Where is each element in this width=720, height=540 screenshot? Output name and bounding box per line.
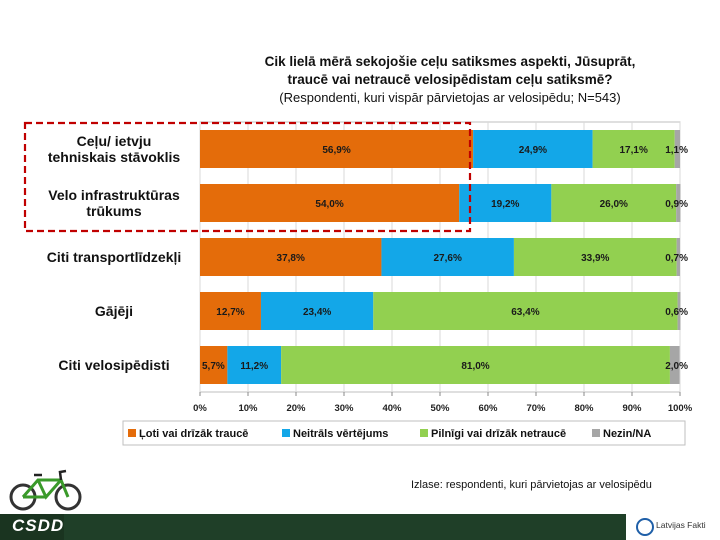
category-label: Citi velosipēdisti [58, 357, 169, 373]
legend-swatch [282, 429, 290, 437]
category-label: tehniskais stāvoklis [48, 149, 181, 165]
category-label: Velo infrastruktūras [48, 187, 180, 203]
data-label: 63,4% [511, 307, 539, 318]
logo-background [0, 514, 64, 540]
bar-segment [260, 292, 374, 330]
data-label: 26,0% [600, 199, 628, 210]
sample-note: Izlase: respondenti, kuri pārvietojas ar… [411, 479, 652, 491]
x-tick-label: 60% [478, 403, 498, 414]
legend-label: Neitrāls vērtējums [293, 428, 388, 440]
data-label: 23,4% [303, 307, 331, 318]
bar-segment [676, 184, 681, 222]
data-label: 27,6% [434, 253, 462, 264]
category-label: trūkums [86, 203, 141, 219]
data-label: 0,7% [665, 253, 688, 264]
bar-segment [674, 130, 680, 168]
data-label: 56,9% [322, 145, 350, 156]
bar-segment [677, 292, 681, 330]
chart-title-line-1: Cik lielā mērā sekojošie ceļu satiksmes … [264, 54, 636, 69]
data-label: 1,1% [665, 145, 688, 156]
bar-segment [676, 238, 680, 276]
category-label: Citi transportlīdzekļi [47, 249, 182, 265]
data-label: 24,9% [519, 145, 547, 156]
x-tick-label: 30% [334, 403, 354, 414]
data-label: 12,7% [216, 307, 244, 318]
bar-segment [200, 292, 261, 330]
bar-segment [551, 184, 677, 222]
chart-title-line-2: traucē vai netraucē velosipēdistam ceļu … [287, 72, 613, 87]
legend-swatch [420, 429, 428, 437]
x-tick-label: 0% [193, 403, 207, 414]
highlight-box [23, 121, 472, 233]
data-label: 81,0% [461, 361, 489, 372]
legend-box [122, 420, 686, 446]
partner-logo-text: Latvijas Fakti [656, 520, 706, 530]
data-label: 37,8% [277, 253, 305, 264]
data-label: 19,2% [491, 199, 519, 210]
bar-segment [281, 346, 670, 384]
x-tick-label: 40% [382, 403, 402, 414]
x-tick-label: 90% [622, 403, 642, 414]
data-label: 2,0% [665, 361, 688, 372]
bar-segment [513, 238, 677, 276]
x-tick-label: 10% [238, 403, 258, 414]
bar-segment [200, 346, 228, 384]
data-label: 33,9% [581, 253, 609, 264]
data-label: 11,2% [240, 361, 268, 372]
legend-swatch [128, 429, 136, 437]
data-label: 0,9% [665, 199, 688, 210]
x-tick-label: 70% [526, 403, 546, 414]
csdd-logo: CSDD [12, 516, 65, 535]
partner-logo-icon [636, 518, 654, 536]
bar-segment [459, 184, 552, 222]
data-label: 54,0% [315, 199, 343, 210]
legend-label: Pilnīgi vai drīzāk netraucē [431, 428, 566, 440]
x-tick-label: 80% [574, 403, 594, 414]
x-tick-label: 100% [668, 403, 693, 414]
bar-segment [200, 238, 382, 276]
bicycle-icon [9, 469, 82, 511]
data-label: 0,6% [665, 307, 688, 318]
legend-label: Nezin/NA [603, 428, 651, 440]
data-label: 17,1% [620, 145, 648, 156]
footer-bar [0, 514, 720, 540]
bar-segment [592, 130, 675, 168]
bar-segment [381, 238, 514, 276]
data-label: 5,7% [202, 361, 225, 372]
chart-subtitle: (Respondenti, kuri vispār pārvietojas ar… [279, 90, 621, 105]
legend-swatch [592, 429, 600, 437]
x-tick-label: 20% [286, 403, 306, 414]
category-label: Ceļu/ ietvju [77, 133, 152, 149]
legend-label: Ļoti vai drīzāk traucē [139, 428, 248, 440]
bar-segment [373, 292, 678, 330]
category-label: Gājēji [95, 303, 133, 319]
bar-segment [200, 184, 460, 222]
x-tick-label: 50% [430, 403, 450, 414]
bar-segment [669, 346, 680, 384]
bar-segment [227, 346, 282, 384]
bar-segment [200, 130, 474, 168]
bar-segment [473, 130, 593, 168]
